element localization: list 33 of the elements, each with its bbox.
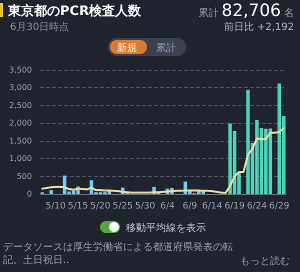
bar	[278, 83, 282, 194]
y-tick-label: 1,500	[9, 136, 32, 146]
text: 前日比 +2,192	[224, 20, 294, 34]
y-tick-label: 2,000	[9, 118, 32, 128]
y-tick-label: 1,000	[9, 154, 32, 164]
x-tick-label: 6/29	[269, 202, 290, 212]
x-tick-label: 6/19	[224, 202, 245, 212]
y-tick-label: 2,500	[9, 100, 32, 110]
line-series	[41, 127, 285, 194]
y-tick-label: 0	[26, 190, 32, 198]
x-tick-label: 5/30	[135, 202, 156, 212]
x-tick-label: 5/10	[46, 202, 66, 212]
x-tick-label: 6/24	[246, 202, 268, 212]
text: 名	[284, 7, 294, 20]
x-tick-label: 5/15	[68, 202, 88, 212]
x-tick-label: 6/14	[202, 202, 223, 212]
text: もっと読む	[240, 254, 290, 268]
bar	[49, 190, 53, 194]
text: 移動平均線を表示	[126, 222, 206, 235]
x-tick-label: 6/4	[160, 202, 175, 212]
x-tick-label: 5/25	[112, 202, 133, 212]
y-tick-label: 500	[16, 172, 32, 181]
y-tick-label: 3,500	[9, 66, 32, 74]
chart-subtitle: 6月30日時点	[10, 20, 70, 34]
text: 累計	[198, 6, 219, 20]
x-tick-label: 5/20	[90, 202, 111, 212]
toggle-field: 新規 累計	[108, 38, 186, 56]
text: 82,706	[222, 1, 281, 21]
text: データソースは厚生労働省による都道府県発表の転記。土日祝日..	[3, 241, 233, 267]
x-tick-label: 6/9	[182, 202, 198, 212]
bar	[246, 90, 250, 194]
chart-title: 東京都のPCR検査人数	[8, 2, 142, 20]
y-tick-label: 3,000	[9, 83, 32, 92]
